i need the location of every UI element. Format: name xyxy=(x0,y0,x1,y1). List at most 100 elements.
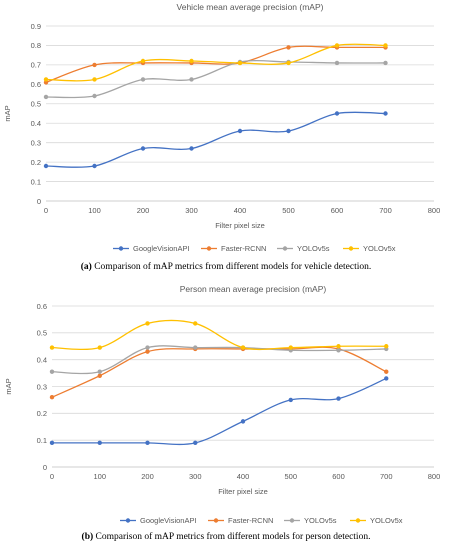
vehicle-x-tick-label: 200 xyxy=(137,206,150,215)
vehicle-data-point-yolov5x xyxy=(189,58,194,64)
person-data-point-googlevisionapi xyxy=(240,419,246,424)
person-legend-label-yolov5x: YOLOv5x xyxy=(370,516,403,525)
vehicle-map-chart: Vehicle mean average precision (mAP) 0 0.1… xyxy=(3,2,440,253)
vehicle-x-tick-label: 0 xyxy=(44,206,48,215)
vehicle-caption-text: Comparison of mAP metrics from different… xyxy=(91,262,372,272)
person-data-point-googlevisionapi xyxy=(49,440,55,446)
person-data-point-yolov5s xyxy=(49,369,55,374)
vehicle-x-tick-label: 700 xyxy=(379,206,392,215)
person-x-tick-label: 500 xyxy=(284,472,297,481)
person-x-tick-label: 200 xyxy=(141,472,154,481)
vehicle-x-tick-label: 100 xyxy=(88,206,101,215)
person-y-tick-label: 0.1 xyxy=(37,436,47,445)
vehicle-y-tick-label: 0.7 xyxy=(31,61,41,70)
person-data-point-yolov5s xyxy=(145,345,150,350)
person-x-tick-label: 100 xyxy=(93,472,106,481)
vehicle-chart-title: Vehicle mean average precision (mAP) xyxy=(177,2,324,12)
vehicle-legend-label-yolov5s: YOLOv5s xyxy=(297,244,330,253)
vehicle-y-tick-label: 0.3 xyxy=(31,138,41,147)
person-y-tick-label: 0.2 xyxy=(37,409,47,418)
person-x-tick-label: 600 xyxy=(332,472,345,481)
vehicle-legend-marker-yolov5s xyxy=(282,246,288,251)
vehicle-legend-marker-googlevisionapi xyxy=(118,246,124,251)
vehicle-y-tick-label: 0.1 xyxy=(31,177,41,186)
person-data-point-googlevisionapi xyxy=(384,376,389,381)
vehicle-data-point-yolov5s xyxy=(334,60,340,66)
person-legend-label-googlevisionapi: GoogleVisionAPI xyxy=(140,516,197,525)
vehicle-y-tick-label: 0.9 xyxy=(31,22,41,31)
person-data-point-faster-rcnn xyxy=(49,395,55,400)
person-series-line-yolov5x xyxy=(51,319,387,351)
person-data-point-yolov5s xyxy=(336,348,341,353)
vehicle-data-point-yolov5s xyxy=(92,93,97,99)
vehicle-x-tick-label: 400 xyxy=(234,206,247,215)
vehicle-data-point-yolov5x xyxy=(92,77,97,82)
person-data-point-yolov5x xyxy=(288,345,293,350)
vehicle-data-point-yolov5s xyxy=(383,60,388,66)
vehicle-data-point-yolov5x xyxy=(43,77,49,82)
person-series-line-faster-rcnn xyxy=(51,346,387,398)
vehicle-data-point-yolov5x xyxy=(286,60,291,66)
person-data-point-yolov5s xyxy=(97,369,102,374)
vehicle-legend-marker-yolov5x xyxy=(348,246,354,251)
vehicle-data-point-yolov5x xyxy=(140,58,146,64)
person-data-point-yolov5x xyxy=(336,344,341,349)
person-y-tick-label: 0.5 xyxy=(37,329,47,338)
person-map-chart-panel: Person mean average precision (mAP) 0 0.1 0… xyxy=(0,282,452,550)
vehicle-series-line-yolov5s xyxy=(45,59,386,99)
vehicle-data-point-faster-rcnn xyxy=(92,62,97,68)
person-data-point-faster-rcnn xyxy=(145,349,150,354)
person-data-point-yolov5x xyxy=(193,321,198,326)
person-data-point-googlevisionapi xyxy=(145,440,150,446)
person-legend-marker-yolov5s xyxy=(289,518,295,523)
vehicle-data-point-googlevisionapi xyxy=(43,163,49,169)
person-data-point-yolov5x xyxy=(384,344,389,349)
vehicle-data-point-faster-rcnn xyxy=(286,45,291,50)
vehicle-series-line-yolov5x xyxy=(45,43,386,82)
person-x-tick-label: 700 xyxy=(380,472,393,481)
person-chart-title: Person mean average precision (mAP) xyxy=(180,284,327,294)
vehicle-data-point-googlevisionapi xyxy=(92,163,97,169)
person-series-line-yolov5s xyxy=(51,345,387,375)
vehicle-legend-label-googlevisionapi: GoogleVisionAPI xyxy=(133,244,190,253)
vehicle-y-tick-label: 0 xyxy=(37,197,41,206)
vehicle-y-axis-label: mAP xyxy=(3,105,12,121)
vehicle-y-tick-label: 0.5 xyxy=(31,100,41,109)
vehicle-chart-caption: (a) Comparison of mAP metrics from diffe… xyxy=(0,262,452,272)
vehicle-x-tick-label: 600 xyxy=(331,206,344,215)
person-data-point-yolov5x xyxy=(97,345,102,350)
vehicle-legend-label-yolov5x: YOLOv5x xyxy=(363,244,396,253)
person-y-tick-label: 0.6 xyxy=(37,302,47,311)
person-data-point-yolov5s xyxy=(193,345,198,350)
vehicle-series-line-faster-rcnn xyxy=(45,45,386,84)
vehicle-y-tick-label: 0.8 xyxy=(31,41,41,50)
vehicle-series-line-googlevisionapi xyxy=(45,111,386,168)
person-x-tick-label: 0 xyxy=(50,472,54,481)
vehicle-x-tick-label: 500 xyxy=(282,206,295,215)
person-x-tick-label: 800 xyxy=(428,472,441,481)
person-x-tick-label: 400 xyxy=(237,472,250,481)
vehicle-data-point-yolov5s xyxy=(43,94,49,100)
person-map-chart: Person mean average precision (mAP) 0 0.1 0… xyxy=(4,284,441,525)
vehicle-legend-marker-faster-rcnn xyxy=(206,246,212,251)
vehicle-data-point-yolov5x xyxy=(334,43,340,48)
vehicle-data-point-googlevisionapi xyxy=(140,146,146,151)
vehicle-y-tick-label: 0.2 xyxy=(31,158,41,167)
person-y-tick-label: 0.4 xyxy=(37,355,47,364)
person-caption-label: (b) xyxy=(81,532,94,542)
person-legend-marker-faster-rcnn xyxy=(213,518,219,523)
person-data-point-googlevisionapi xyxy=(97,440,102,446)
person-data-point-yolov5x xyxy=(240,345,246,350)
vehicle-data-point-googlevisionapi xyxy=(334,111,340,116)
vehicle-x-tick-label: 300 xyxy=(185,206,198,215)
vehicle-y-tick-label: 0.4 xyxy=(31,119,41,128)
vehicle-data-point-googlevisionapi xyxy=(237,128,243,134)
vehicle-y-tick-label: 0.6 xyxy=(31,80,41,89)
vehicle-map-chart-panel: Vehicle mean average precision (mAP) 0 0.1… xyxy=(0,2,452,272)
person-data-point-googlevisionapi xyxy=(336,396,341,401)
person-legend-label-yolov5s: YOLOv5s xyxy=(304,516,337,525)
person-chart-caption: (b) Comparison of mAP metrics from diffe… xyxy=(0,532,452,542)
vehicle-data-point-yolov5s xyxy=(140,77,146,82)
person-y-tick-label: 0 xyxy=(43,463,47,472)
person-data-point-googlevisionapi xyxy=(193,440,198,446)
